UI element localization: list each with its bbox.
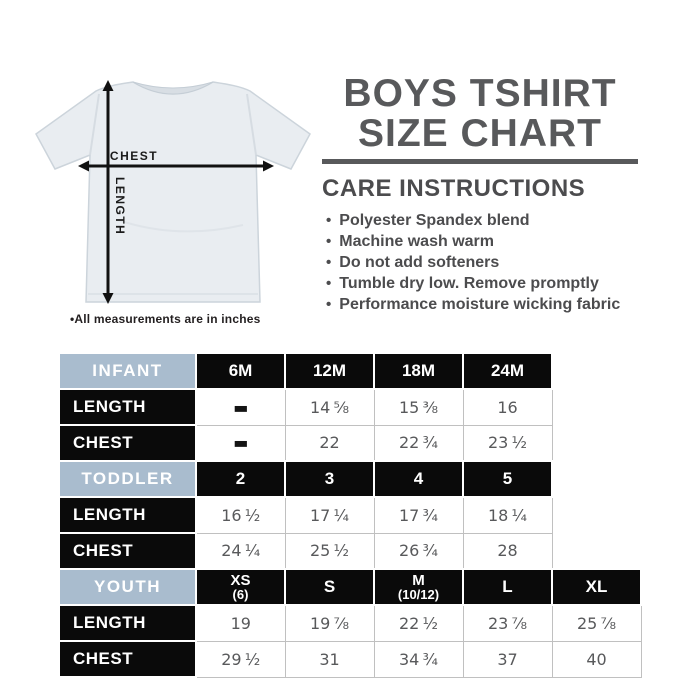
size-header-main: XS [230,571,251,589]
toddler-length-row: LENGTH 16 ½ 17 ¼ 17 ¾ 18 ¼ [58,496,641,534]
empty-cell [552,461,641,497]
value-cell: 22 ½ [373,604,464,642]
size-header: 5 [462,460,553,498]
size-header: 3 [284,460,375,498]
care-instructions-list: Polyester Spandex blend Machine wash war… [322,210,638,315]
value-cell: 18 ¼ [462,496,553,534]
size-header: 2 [195,460,286,498]
value-cell: 24 ¼ [195,532,286,570]
page-title-line2: SIZE CHART [358,112,602,155]
size-header: 18M [373,352,464,390]
value-cell: 37 [462,640,553,678]
title-divider [322,159,638,164]
value-cell: 40 [551,640,642,678]
size-header-sub: (10/12) [397,586,440,602]
row-label-chest: CHEST [58,640,197,678]
value-cell: 25 ⅞ [551,604,642,642]
youth-chest-row: CHEST 29 ½ 31 34 ¾ 37 40 [58,640,642,678]
tshirt-collar [132,81,214,95]
empty-cell [552,389,641,425]
value-cell: ▬ [195,388,286,426]
size-header: 6M [195,352,286,390]
size-header: XS (6) [195,568,286,606]
care-instructions-heading: CARE INSTRUCTIONS [322,175,586,202]
value-cell: 19 [195,604,286,642]
value-cell: 22 ¾ [373,424,464,462]
care-item: Tumble dry low. Remove promptly [322,273,638,294]
empty-cell [552,353,641,389]
row-label-chest: CHEST [58,532,197,570]
value-cell: 23 ⅞ [462,604,553,642]
value-cell: 17 ¾ [373,496,464,534]
value-cell: 15 ⅜ [373,388,464,426]
value-cell: 23 ½ [462,424,553,462]
infant-header-row: INFANT 6M 12M 18M 24M [58,352,641,390]
page-title-line1: BOYS TSHIRT [343,72,617,115]
size-table: INFANT 6M 12M 18M 24M LENGTH ▬ 14 ⅝ 15 ⅜… [58,352,642,678]
row-label-chest: CHEST [58,424,197,462]
tshirt-seam-left [89,93,100,156]
size-header-sub: (6) [232,586,249,602]
value-cell: 26 ¾ [373,532,464,570]
value-cell: 31 [284,640,375,678]
care-item: Do not add softeners [322,252,638,273]
header-panel: BOYS TSHIRT SIZE CHART CARE INSTRUCTIONS… [322,74,638,315]
row-label-length: LENGTH [58,496,197,534]
page-title: BOYS TSHIRT SIZE CHART [322,74,638,154]
group-cell-infant: INFANT [58,352,197,390]
value-cell: 14 ⅝ [284,388,375,426]
size-header: L [462,568,553,606]
group-cell-youth: YOUTH [58,568,197,606]
value-cell: ▬ [195,424,286,462]
empty-cell [552,497,641,533]
size-header: 12M [284,352,375,390]
length-measure-label: LENGTH [113,177,127,235]
empty-cell [552,533,641,569]
size-header: XL [551,568,642,606]
tshirt-seam-right [246,93,257,156]
value-cell: 16 [462,388,553,426]
value-cell: 25 ½ [284,532,375,570]
infant-length-row: LENGTH ▬ 14 ⅝ 15 ⅜ 16 [58,388,641,426]
toddler-chest-row: CHEST 24 ¼ 25 ½ 26 ¾ 28 [58,532,641,570]
size-header: 4 [373,460,464,498]
care-item: Performance moisture wicking fabric [322,294,638,315]
row-label-length: LENGTH [58,388,197,426]
tshirt-fold [117,219,244,233]
size-header-main: M [412,571,425,589]
care-item: Polyester Spandex blend [322,210,638,231]
chest-arrow [78,160,274,172]
care-item: Machine wash warm [322,231,638,252]
row-label-length: LENGTH [58,604,197,642]
value-cell: 22 [284,424,375,462]
chest-measure-label: CHEST [110,149,158,163]
group-cell-toddler: TODDLER [58,460,197,498]
value-cell: 28 [462,532,553,570]
size-header: S [284,568,375,606]
size-header: 24M [462,352,553,390]
value-cell: 16 ½ [195,496,286,534]
measurements-footnote: •All measurements are in inches [70,312,261,326]
tshirt-body [35,81,311,303]
toddler-header-row: TODDLER 2 3 4 5 [58,460,641,498]
value-cell: 29 ½ [195,640,286,678]
infant-chest-row: CHEST ▬ 22 22 ¾ 23 ½ [58,424,641,462]
value-cell: 19 ⅞ [284,604,375,642]
tshirt-illustration: CHEST LENGTH [35,80,311,304]
value-cell: 34 ¾ [373,640,464,678]
value-cell: 17 ¼ [284,496,375,534]
youth-length-row: LENGTH 19 19 ⅞ 22 ½ 23 ⅞ 25 ⅞ [58,604,642,642]
size-header: M (10/12) [373,568,464,606]
youth-header-row: YOUTH XS (6) S M (10/12) L XL [58,568,642,606]
empty-cell [552,425,641,461]
length-arrow [102,80,114,304]
